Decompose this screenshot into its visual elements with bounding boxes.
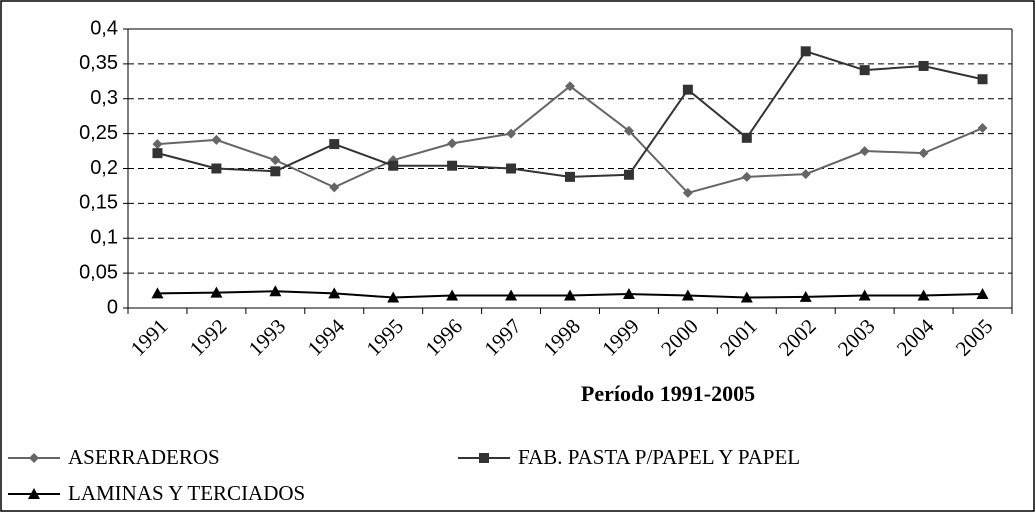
marker	[388, 160, 399, 171]
marker	[210, 286, 223, 298]
marker	[977, 74, 988, 85]
marker	[270, 155, 281, 166]
x-axis-label: Período 1991-2005	[581, 381, 755, 406]
marker	[565, 81, 575, 92]
y-tick-label: 0,05	[79, 261, 118, 283]
marker	[151, 287, 164, 299]
marker	[152, 148, 163, 159]
marker	[329, 139, 340, 150]
marker	[211, 163, 222, 174]
marker	[681, 289, 694, 301]
y-tick-label: 0,25	[79, 122, 118, 144]
marker	[622, 288, 635, 300]
marker	[564, 289, 576, 301]
legend-label: ASERRADEROS	[68, 445, 220, 469]
marker	[740, 291, 753, 303]
marker	[741, 132, 752, 143]
legend-item: FAB. PASTA P/PAPEL Y PAPEL	[458, 445, 800, 469]
marker	[859, 65, 870, 76]
marker	[328, 287, 341, 299]
marker	[917, 289, 930, 301]
marker	[447, 160, 458, 171]
marker	[800, 169, 811, 180]
marker	[859, 146, 870, 157]
legend-label: LAMINAS Y TERCIADOS	[68, 481, 305, 505]
marker	[29, 453, 39, 463]
marker	[977, 123, 988, 134]
marker	[623, 169, 634, 180]
legend-item: LAMINAS Y TERCIADOS	[8, 481, 305, 505]
marker	[800, 46, 811, 57]
y-tick-label: 0,35	[79, 52, 118, 74]
marker	[447, 138, 458, 149]
marker	[918, 60, 929, 71]
marker	[682, 84, 693, 95]
legend-label: FAB. PASTA P/PAPEL Y PAPEL	[518, 445, 800, 469]
y-tick-label: 0	[107, 296, 118, 318]
marker	[565, 171, 575, 182]
y-tick-label: 0,1	[90, 227, 118, 249]
marker	[506, 128, 517, 139]
y-tick-label: 0,2	[90, 157, 118, 179]
marker	[446, 289, 459, 301]
marker	[270, 166, 281, 177]
marker	[918, 148, 929, 159]
marker	[211, 134, 222, 145]
marker	[799, 290, 812, 302]
marker	[741, 171, 752, 182]
marker	[269, 285, 282, 297]
marker	[329, 182, 340, 193]
marker	[976, 288, 989, 300]
marker	[387, 291, 400, 303]
marker	[682, 187, 693, 198]
legend-item: ASERRADEROS	[8, 445, 220, 469]
marker	[858, 289, 871, 301]
y-tick-label: 0,4	[90, 17, 118, 39]
marker	[506, 163, 517, 174]
marker	[479, 453, 489, 463]
marker	[623, 125, 634, 136]
marker	[152, 139, 163, 150]
y-tick-label: 0,3	[90, 87, 118, 109]
y-tick-label: 0,15	[79, 192, 118, 214]
marker	[505, 289, 518, 301]
marker	[28, 488, 40, 499]
